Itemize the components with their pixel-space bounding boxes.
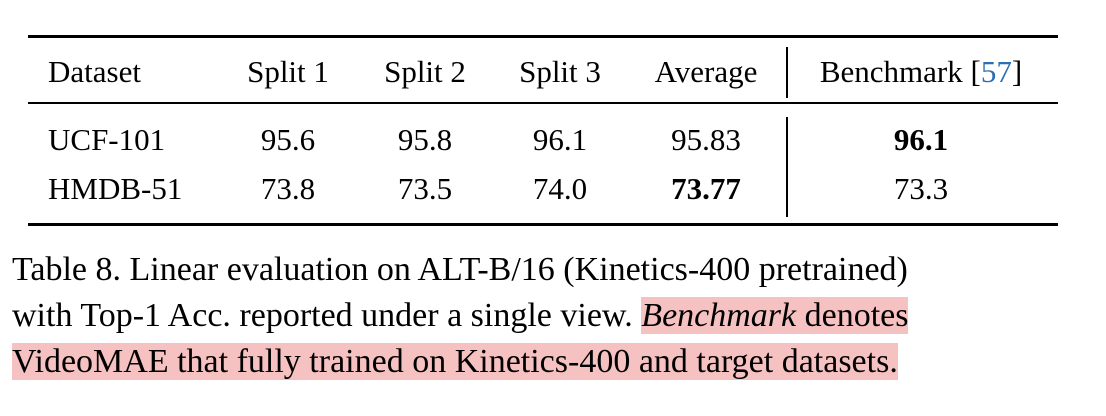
table-caption: Table 8. Linear evaluation on ALT-B/16 (…	[12, 247, 1102, 385]
row-split3: 96.1	[532, 122, 588, 157]
mid-rule	[28, 102, 1058, 104]
citation-link[interactable]: 57	[980, 54, 1012, 89]
header-dataset: Dataset	[48, 54, 141, 89]
benchmark-header-label: Benchmark	[819, 54, 963, 89]
row-benchmark: 73.3	[893, 171, 949, 206]
citation-open: [	[970, 54, 981, 89]
bottom-rule	[28, 223, 1058, 226]
header-split1: Split 1	[247, 54, 329, 89]
caption-line-3: VideoMAE that fully trained on Kinetics-…	[12, 339, 1102, 385]
caption-line-1: Table 8. Linear evaluation on ALT-B/16 (…	[12, 251, 908, 288]
row-dataset: UCF-101	[48, 122, 166, 157]
header-split2: Split 2	[384, 54, 466, 89]
caption-line-2: with Top-1 Acc. reported under a single …	[12, 293, 1102, 339]
row-split3: 74.0	[532, 171, 588, 206]
header-divider	[786, 47, 788, 98]
row-split2: 73.5	[397, 171, 453, 206]
header-average: Average	[654, 54, 758, 89]
row-dataset: HMDB-51	[48, 171, 183, 206]
row-split1: 73.8	[260, 171, 316, 206]
row-average: 95.83	[671, 122, 741, 157]
caption-line-2-tail: denotes	[796, 297, 909, 334]
top-rule	[28, 35, 1058, 38]
row-split2: 95.8	[397, 122, 453, 157]
header-split3: Split 3	[519, 54, 601, 89]
caption-benchmark-term: Benchmark	[641, 297, 797, 334]
row-benchmark: 96.1	[893, 122, 949, 157]
row-split1: 95.6	[260, 122, 316, 157]
header-benchmark: Benchmark [57]	[820, 54, 1022, 90]
caption-highlight: Benchmark denotes	[641, 297, 909, 334]
citation-close: ]	[1011, 54, 1023, 89]
caption-line-2-text: with Top-1 Acc. reported under a single …	[12, 297, 642, 334]
body-divider	[786, 117, 788, 217]
caption-highlight: VideoMAE that fully trained on Kinetics-…	[12, 343, 898, 380]
row-average: 73.77	[671, 171, 741, 206]
